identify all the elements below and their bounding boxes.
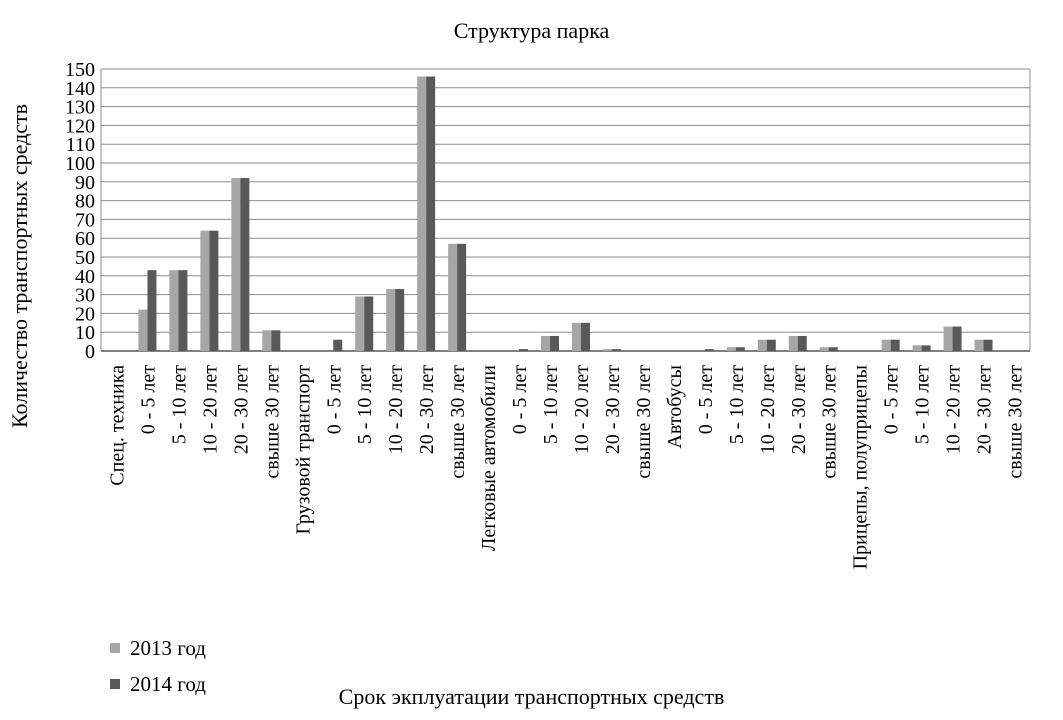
- bar-2013: [602, 349, 612, 351]
- bar-2013: [417, 76, 427, 352]
- bar-2014: [426, 76, 436, 352]
- bar-2014: [828, 347, 838, 351]
- bar-2014: [550, 335, 560, 351]
- x-tick-label: Грузовой транспорт: [292, 365, 314, 535]
- legend-swatch-2013: [110, 643, 120, 653]
- x-tick-label: 5 - 10 лет: [912, 365, 934, 445]
- x-tick-label: 0 - 5 лет: [695, 365, 717, 435]
- x-tick-label: Спец. техника: [106, 365, 128, 486]
- x-tick-label: 0 - 5 лет: [323, 365, 345, 435]
- x-tick-label: свыше 30 лет: [261, 365, 283, 479]
- x-tick-label: 5 - 10 лет: [540, 365, 562, 445]
- x-tick-label: 10 - 20 лет: [385, 365, 407, 455]
- y-tick-label: 140: [65, 78, 95, 100]
- x-tick-label: 10 - 20 лет: [571, 365, 593, 455]
- x-tick-label: 20 - 30 лет: [230, 365, 252, 455]
- bar-2014: [147, 270, 157, 351]
- y-tick-label: 120: [65, 115, 95, 137]
- bar-2014: [364, 296, 374, 351]
- x-tick-label: 10 - 20 лет: [943, 365, 965, 455]
- x-tick-label: свыше 30 лет: [1005, 365, 1027, 479]
- y-tick-label: 60: [75, 228, 95, 250]
- bar-2014: [271, 330, 281, 351]
- legend-label-2014: 2014 год: [130, 671, 206, 696]
- y-tick-label: 40: [75, 266, 95, 288]
- x-tick-label: свыше 30 лет: [633, 365, 655, 479]
- legend-item-2013: 2013 год: [110, 630, 206, 666]
- bar-2014: [921, 345, 931, 351]
- x-tick-label: Прицепы, полуприцепы: [850, 365, 872, 569]
- legend-item-2014: 2014 год: [110, 666, 206, 702]
- y-tick-label: 150: [65, 59, 95, 81]
- bar-2013: [386, 288, 396, 351]
- y-tick-label: 20: [75, 303, 95, 325]
- x-tick-label: 0 - 5 лет: [137, 365, 159, 435]
- bar-2013: [788, 335, 798, 351]
- x-tick-label: 10 - 20 лет: [199, 365, 221, 455]
- bar-2013: [200, 230, 210, 351]
- y-tick-label: 10: [75, 322, 95, 344]
- bar-2013: [974, 339, 984, 351]
- bar-2014: [519, 349, 529, 351]
- bar-2014: [797, 335, 807, 351]
- x-tick-label: 10 - 20 лет: [757, 365, 779, 455]
- bar-2013: [819, 347, 829, 351]
- bar-2014: [580, 322, 590, 351]
- y-tick-label: 110: [66, 134, 95, 156]
- legend: 2013 год 2014 год: [110, 630, 206, 702]
- legend-label-2013: 2013 год: [130, 635, 206, 660]
- bar-2013: [262, 330, 272, 351]
- x-axis-label: Срок экплуатации транспортных средств: [338, 684, 725, 709]
- bar-2014: [457, 243, 467, 351]
- bar-2014: [240, 178, 250, 351]
- bar-2013: [912, 345, 922, 351]
- x-tick-label: 5 - 10 лет: [168, 365, 190, 445]
- chart-title: Структура парка: [453, 18, 610, 43]
- bar-2013: [757, 339, 767, 351]
- y-tick-label: 50: [75, 247, 95, 269]
- bar-2013: [138, 309, 148, 351]
- bar-2014: [735, 347, 745, 351]
- bar-2014: [983, 339, 993, 351]
- bar-2014: [333, 339, 343, 351]
- bar-2013: [943, 326, 953, 351]
- bar-2013: [541, 335, 551, 351]
- x-tick-label: 20 - 30 лет: [974, 365, 996, 455]
- bar-2013: [448, 243, 458, 351]
- bar-2013: [571, 322, 581, 351]
- bar-2014: [209, 230, 219, 351]
- y-tick-label: 0: [85, 341, 95, 363]
- x-tick-label: 20 - 30 лет: [788, 365, 810, 455]
- bar-2013: [231, 178, 241, 351]
- y-tick-label: 100: [65, 153, 95, 175]
- y-tick-label: 70: [75, 209, 95, 231]
- x-tick-label: 5 - 10 лет: [726, 365, 748, 445]
- bar-2014: [704, 349, 714, 351]
- bar-2013: [726, 347, 736, 351]
- x-tick-label: свыше 30 лет: [819, 365, 841, 479]
- x-tick-label: 5 - 10 лет: [354, 365, 376, 445]
- bar-2014: [178, 270, 188, 351]
- bar-2013: [355, 296, 365, 351]
- bar-2013: [881, 339, 891, 351]
- y-tick-label: 80: [75, 191, 95, 213]
- x-tick-label: 20 - 30 лет: [602, 365, 624, 455]
- x-tick-label: 20 - 30 лет: [416, 365, 438, 455]
- bar-2014: [611, 349, 621, 351]
- x-tick-label: свыше 30 лет: [447, 365, 469, 479]
- y-tick-label: 130: [65, 97, 95, 119]
- bar-2014: [395, 288, 405, 351]
- x-tick-label: 0 - 5 лет: [509, 365, 531, 435]
- bar-2013: [169, 270, 179, 351]
- bar-2014: [766, 339, 776, 351]
- x-tick-label: Легковые автомобили: [478, 365, 500, 551]
- y-tick-label: 90: [75, 172, 95, 194]
- legend-swatch-2014: [110, 679, 120, 689]
- x-tick-label: Автобусы: [664, 365, 686, 449]
- bar-2014: [890, 339, 900, 351]
- y-tick-label: 30: [75, 285, 95, 307]
- bar-2014: [952, 326, 962, 351]
- x-tick-label: 0 - 5 лет: [881, 365, 903, 435]
